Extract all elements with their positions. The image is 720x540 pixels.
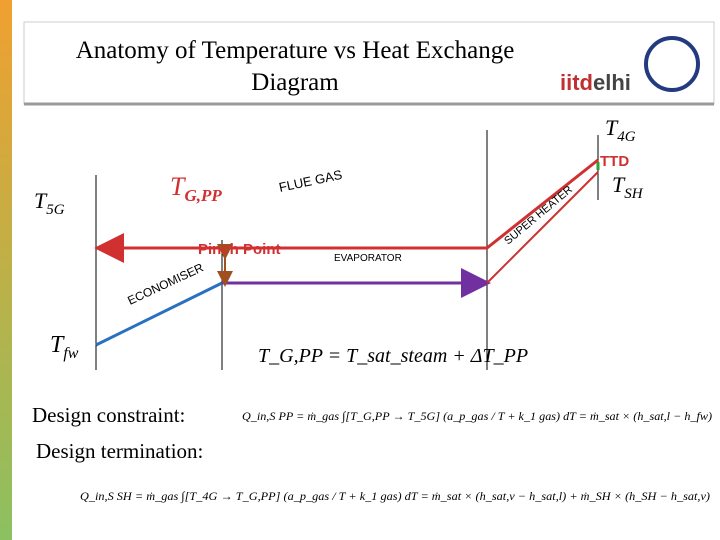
title: Anatomy of Temperature vs Heat Exchange bbox=[76, 37, 515, 64]
text-part: iitd bbox=[560, 70, 593, 95]
evaporator-label: EVAPORATOR bbox=[334, 253, 402, 264]
edge-bar bbox=[0, 0, 12, 540]
text-part: elhi bbox=[593, 70, 631, 95]
flue-gas-label: FLUE GAS bbox=[278, 167, 344, 195]
termination-label: Design termination: bbox=[36, 439, 203, 463]
text-part: T bbox=[34, 188, 48, 213]
title: Diagram bbox=[251, 69, 339, 96]
pinch-point-label: Pinch Point bbox=[198, 241, 281, 258]
text-part: 5G bbox=[46, 202, 65, 218]
super-heater-label: SUPER HEATER bbox=[502, 184, 575, 248]
tfw-label: Tfw bbox=[50, 332, 79, 362]
text-part: T bbox=[170, 172, 186, 201]
ttd-label: TTD bbox=[600, 153, 629, 170]
superheater-line bbox=[486, 171, 599, 284]
pinch-equation: T_G,PP = T_sat_steam + ΔT_PP bbox=[258, 345, 528, 367]
logo-emblem bbox=[644, 36, 700, 92]
text-part: T bbox=[605, 115, 619, 140]
text-part: 4G bbox=[617, 129, 636, 145]
economiser-line bbox=[95, 281, 223, 347]
logo: iitdelhi bbox=[560, 70, 631, 95]
constraint-label: Design constraint: bbox=[32, 403, 185, 427]
economiser-label: ECONOMISER bbox=[125, 260, 206, 307]
tgpp-label: TG,PP bbox=[170, 172, 222, 205]
title-box bbox=[23, 21, 715, 105]
termination-equation: Q_in,S SH = ṁ_gas ∫[T_4G → T_G,PP] (a_p_… bbox=[80, 489, 710, 503]
constraint-equation: Q_in,S PP = ṁ_gas ∫[T_G,PP → T_5G] (a_p_… bbox=[242, 409, 712, 423]
t5g-label: T5G bbox=[34, 188, 65, 218]
text-part: fw bbox=[63, 345, 78, 362]
tsh-label: TSH bbox=[612, 172, 644, 202]
text-part: T bbox=[50, 332, 65, 358]
text-part: G,PP bbox=[184, 186, 222, 205]
t4g-label: T4G bbox=[605, 115, 636, 145]
text-part: T bbox=[612, 172, 626, 197]
text-part: SH bbox=[624, 186, 644, 202]
